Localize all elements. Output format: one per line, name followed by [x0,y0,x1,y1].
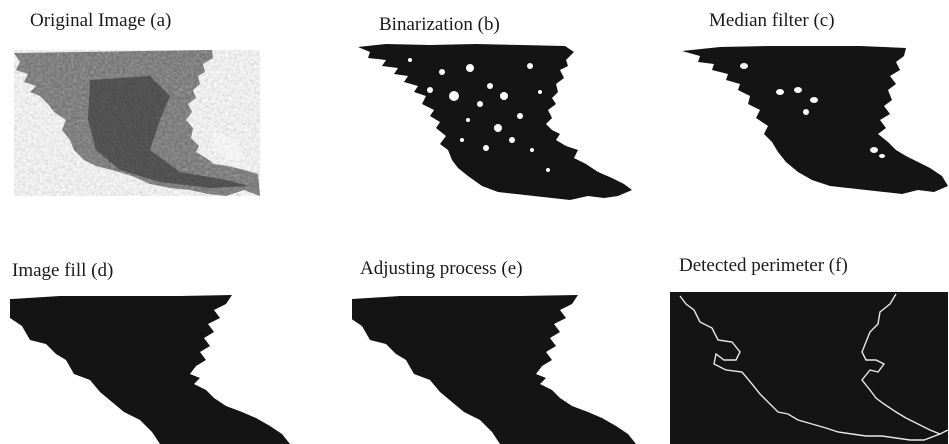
median-holes [740,63,885,158]
perimeter-left-contour [679,295,949,441]
filled-mask-left-notch [10,318,160,444]
caption-detected-perimeter: Detected perimeter (f) [679,255,848,276]
caption-binarization: Binarization (b) [379,14,500,35]
caption-adjusting-process: Adjusting process (e) [360,258,523,279]
perimeter-right-contour [861,293,941,435]
smoke-dark-core [88,76,250,188]
binary-mask [358,44,632,200]
adjusted-mask-left-notch [350,318,500,444]
caption-original-image: Original Image (a) [30,10,172,31]
binary-holes [408,58,550,172]
caption-median-filter: Median filter (c) [709,10,835,31]
smoke-light-edge [212,130,244,160]
perimeter-background [670,292,948,444]
caption-image-fill: Image fill (d) [12,260,114,281]
